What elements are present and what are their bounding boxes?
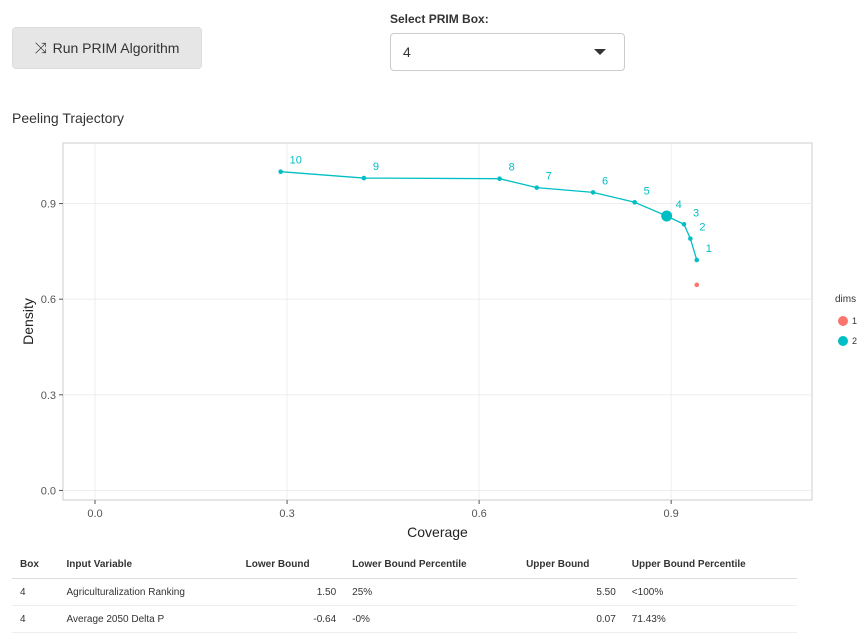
plot-title: Peeling Trajectory — [12, 110, 125, 126]
data-point — [278, 169, 283, 174]
data-point — [590, 190, 596, 195]
data-point — [688, 236, 693, 241]
run-prim-label: Run PRIM Algorithm — [52, 40, 180, 56]
cell-box: 4 — [12, 578, 59, 606]
y-tick-label: 0.3 — [41, 390, 56, 402]
data-point — [681, 221, 687, 227]
data-point — [661, 210, 673, 222]
y-tick-label: 0.9 — [41, 199, 56, 211]
cell-input-variable: Average 2050 Delta P — [58, 605, 238, 633]
header-lower-bound-percentile: Lower Bound Percentile — [344, 550, 519, 579]
point-label: 10 — [290, 155, 302, 167]
table-header-row: Box Input Variable Lower Bound Lower Bou… — [12, 550, 797, 579]
x-axis-title: Coverage — [407, 524, 468, 540]
point-label: 6 — [602, 175, 608, 187]
cell-upper-bound: 0.07 — [518, 605, 624, 633]
x-tick-label: 0.9 — [664, 508, 679, 520]
legend-title: dims — [835, 294, 857, 305]
y-axis-title: Density — [20, 298, 36, 345]
point-label: 4 — [676, 199, 682, 211]
point-label: 8 — [509, 162, 515, 174]
cell-box: 4 — [12, 605, 59, 633]
header-upper-bound-percentile: Upper Bound Percentile — [623, 550, 797, 579]
series-2-line — [280, 171, 698, 261]
prim-box-select[interactable]: 4 — [390, 33, 625, 71]
cell-lower-bound: -0.64 — [237, 605, 345, 633]
cell-upper-bound: 5.50 — [518, 578, 624, 606]
cell-upper-bound-percentile: 71.43% — [623, 605, 797, 633]
header-box: Box — [12, 550, 59, 579]
point-label: 9 — [373, 161, 379, 173]
point-label: 7 — [546, 171, 552, 183]
data-point — [632, 199, 637, 205]
point-label: 1 — [706, 243, 712, 255]
y-tick-label: 0.6 — [41, 294, 56, 306]
cell-upper-bound-percentile: <100% — [623, 578, 797, 606]
data-point — [534, 185, 540, 190]
select-prim-box-label: Select PRIM Box: — [390, 12, 489, 26]
shuffle-icon: ⤨ — [34, 39, 47, 57]
data-point — [361, 175, 367, 181]
point-label: 3 — [693, 207, 699, 219]
legend-item-1: 1 — [838, 316, 857, 326]
legend-item-2: 2 — [838, 336, 857, 346]
legend-label-1: 1 — [852, 316, 858, 326]
data-point — [694, 282, 700, 288]
data-point — [694, 257, 700, 263]
point-label: 5 — [644, 185, 650, 197]
legend-swatch-2 — [838, 336, 848, 346]
point-label: 2 — [699, 222, 705, 234]
header-upper-bound: Upper Bound — [518, 550, 624, 579]
header-lower-bound: Lower Bound — [237, 550, 345, 579]
peeling-trajectory-chart: 0.0 0.3 0.6 0.9 0.0 0.3 0.6 0.9 Coverage Density 1… — [20, 142, 813, 540]
table-row: 4 Agriculturalization Ranking 1.50 25% 5… — [12, 578, 797, 606]
run-prim-button[interactable]: ⤨ Run PRIM Algorithm — [12, 27, 202, 69]
x-tick-label: 0.6 — [471, 508, 486, 520]
bounds-table: Box Input Variable Lower Bound Lower Bou… — [12, 550, 797, 633]
header-input-variable: Input Variable — [58, 550, 238, 579]
cell-lower-bound-percentile: 25% — [344, 578, 519, 606]
table-row: 4 Average 2050 Delta P -0.64 -0% 0.07 71… — [12, 605, 797, 633]
cell-lower-bound: 1.50 — [237, 578, 345, 606]
legend-label-2: 2 — [852, 336, 858, 346]
plot-panel — [62, 142, 813, 501]
chevron-down-icon — [594, 49, 606, 55]
cell-input-variable: Agriculturalization Ranking — [58, 578, 238, 606]
data-point — [497, 176, 502, 181]
prim-box-selected-value: 4 — [403, 44, 411, 60]
x-tick-label: 0.3 — [279, 508, 294, 520]
y-tick-label: 0.0 — [41, 485, 56, 497]
legend-swatch-1 — [838, 316, 848, 326]
cell-lower-bound-percentile: -0% — [344, 605, 519, 633]
x-tick-label: 0.0 — [87, 508, 102, 520]
